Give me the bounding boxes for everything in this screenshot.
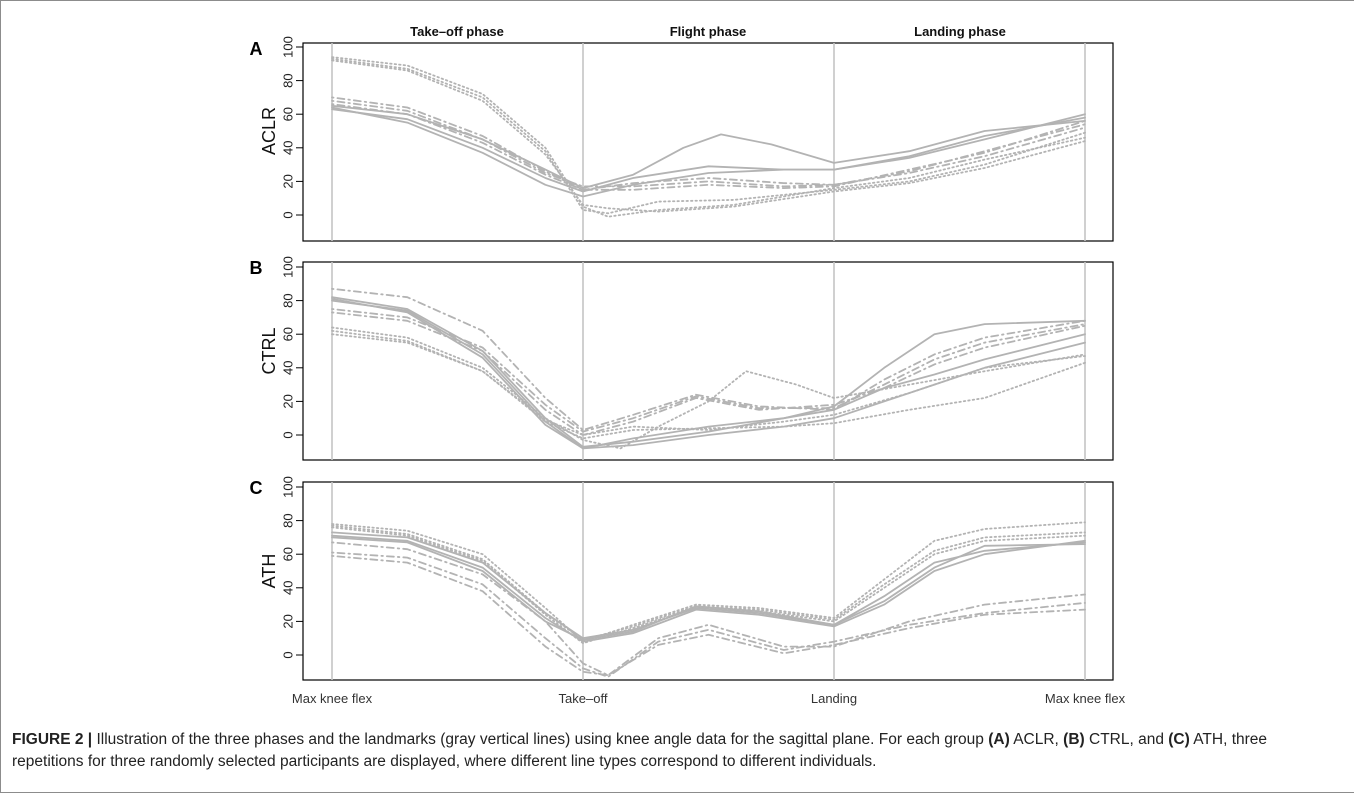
series-line-dotdash [331,96,1086,191]
series-line-dotted [331,333,1086,440]
y-tick-label: 60 [280,547,295,561]
y-tick-label: 80 [280,513,295,527]
caption-text-3: CTRL, and [1084,731,1169,748]
series-line-dotdash [331,287,1086,431]
landmark-label-max-knee-flex-start: Max knee flex [292,691,373,706]
panel-frame [302,42,1114,242]
y-tick-label: 60 [280,107,295,121]
phase-label-landing: Landing phase [914,24,1006,39]
series-line-dotdash [331,99,1086,188]
figure-caption: FIGURE 2 | Illustration of the three pha… [12,729,1337,773]
y-tick-label: 80 [280,73,295,87]
series-line-solid [331,299,1086,450]
caption-group-a: (A) [988,731,1010,748]
series-line-dotted [331,329,1086,436]
y-tick-label: 100 [280,256,295,278]
landmark-label-takeoff: Take–off [559,691,608,706]
caption-group-c: (C) [1168,731,1190,748]
phase-label-takeoff: Take–off phase [410,24,504,39]
series-line-dotted [331,326,1086,450]
y-tick-label: 40 [280,141,295,155]
y-tick-label: 100 [280,36,295,58]
series-line-dotted [331,56,1086,218]
series-line-solid [331,534,1086,643]
panel-letter: C [250,478,263,498]
y-tick-label: 0 [280,651,295,658]
panel-letter: B [250,258,263,278]
series-line-solid [331,104,1086,190]
phase-labels: Take–off phase Flight phase Landing phas… [410,24,1006,39]
panel-frame [302,261,1114,461]
y-tick-label: 0 [280,211,295,218]
series-line-dotdash [331,555,1086,677]
y-tick-label: 20 [280,394,295,408]
y-axis-label: ACLR [259,107,279,155]
y-tick-label: 0 [280,431,295,438]
y-tick-label: 100 [280,476,295,498]
landmark-labels: Max knee flex Take–off Landing Max knee … [292,691,1126,706]
y-tick-label: 80 [280,293,295,307]
y-tick-label: 20 [280,614,295,628]
series-line-dotdash [331,541,1086,677]
y-tick-label: 20 [280,174,295,188]
series-line-dotdash [331,551,1086,678]
series-line-dotdash [331,311,1086,436]
y-axis-label: CTRL [259,327,279,374]
landmark-label-landing: Landing [811,691,857,706]
knee-angle-figure: Take–off phase Flight phase Landing phas… [250,24,1126,706]
y-tick-label: 60 [280,327,295,341]
series-line-dotdash [331,103,1086,191]
series-line-dotted [331,57,1086,215]
panel-c: 0 20 40 60 80 100 ATH C [250,476,1114,681]
series-line-solid [331,108,1086,193]
panel-letter: A [250,39,263,59]
panel-a: 0 20 40 60 80 100 ACLR A [250,36,1114,242]
caption-text-1: Illustration of the three phases and the… [92,731,989,748]
series-line-dotted [331,59,1086,213]
series-line-solid [331,106,1086,198]
series-line-dotdash [331,308,1086,433]
panel-frame [302,481,1114,681]
series-line-solid [331,536,1086,641]
series-line-dotted [331,524,1086,641]
y-tick-label: 40 [280,581,295,595]
series-line-dotted [331,521,1086,643]
caption-group-b: (B) [1063,731,1085,748]
landmark-label-max-knee-flex-end: Max knee flex [1045,691,1126,706]
panel-b: 0 20 40 60 80 100 CTRL B [250,256,1114,461]
phase-label-flight: Flight phase [670,24,747,39]
series-line-dotted [331,526,1086,645]
caption-text-4: ATH, three repetitions for three randoml… [12,731,1268,770]
caption-text-2: ACLR, [1009,731,1064,748]
y-tick-label: 40 [280,361,295,375]
series-line-solid [331,531,1086,640]
caption-figure-label: FIGURE 2 | [12,731,93,748]
y-axis-label: ATH [259,554,279,589]
